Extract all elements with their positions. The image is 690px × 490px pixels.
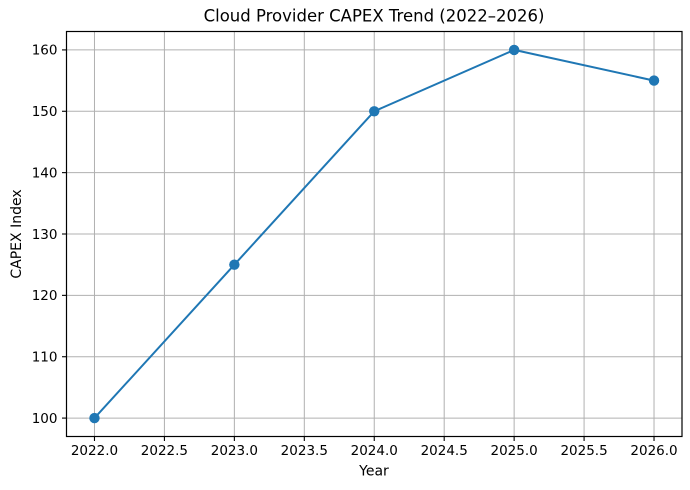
x-tick-label: 2023.5 <box>281 443 328 459</box>
x-axis-label: Year <box>358 464 389 480</box>
y-tick-label: 140 <box>32 165 58 181</box>
x-tick-label: 2024.0 <box>351 443 398 459</box>
y-tick-label: 110 <box>32 350 58 366</box>
data-point-marker <box>508 44 520 56</box>
x-tick-label: 2025.5 <box>560 443 607 459</box>
y-tick-label: 150 <box>32 104 58 120</box>
y-tick-label: 100 <box>32 411 58 427</box>
x-tick-label: 2025.0 <box>491 443 538 459</box>
y-tick-label: 160 <box>32 43 58 59</box>
y-axis-label: CAPEX Index <box>9 189 25 278</box>
x-tick-label: 2023.0 <box>211 443 258 459</box>
plot-area: 2022.0 2022.5 2023.0 2023.5 2024.0 2024.5 2025… <box>32 30 683 459</box>
chart-title: Cloud Provider CAPEX Trend (2022–2026) <box>204 7 545 26</box>
x-tick-label: 2022.5 <box>141 443 188 459</box>
y-tick-label: 120 <box>32 288 58 304</box>
x-tick-label: 2024.5 <box>421 443 468 459</box>
data-point-marker <box>369 106 380 117</box>
data-point-marker <box>89 412 100 424</box>
data-point-marker <box>229 259 240 270</box>
data-point-marker <box>648 75 660 86</box>
x-tick-label: 2026.0 <box>630 443 677 459</box>
x-tick-label: 2022.0 <box>71 443 118 459</box>
y-tick-label: 130 <box>32 227 58 243</box>
